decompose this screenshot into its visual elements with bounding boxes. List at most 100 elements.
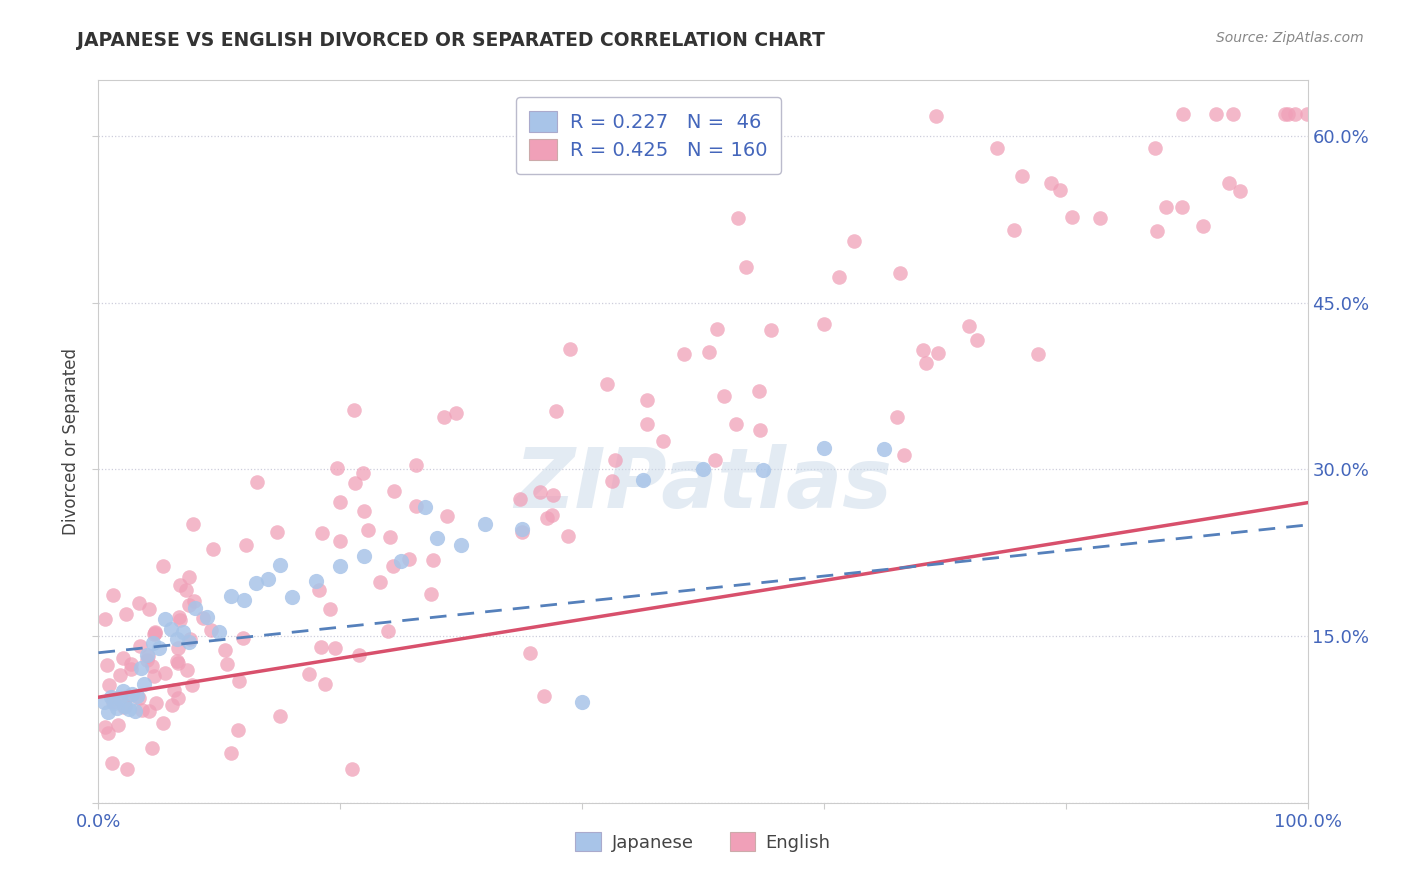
Point — [560, 343, 582, 357]
Point — [235, 537, 257, 551]
Point — [200, 623, 222, 637]
Point — [269, 558, 291, 573]
Point — [179, 632, 201, 646]
Point — [103, 697, 125, 711]
Point — [172, 625, 194, 640]
Point — [100, 690, 122, 705]
Point — [413, 500, 436, 514]
Point — [323, 640, 346, 655]
Point — [873, 442, 896, 456]
Point — [114, 699, 136, 714]
Point — [889, 266, 911, 280]
Point — [232, 631, 254, 645]
Point — [544, 404, 567, 418]
Point — [326, 460, 349, 475]
Point — [177, 570, 200, 584]
Point — [311, 526, 333, 541]
Point — [893, 448, 915, 462]
Point — [160, 698, 183, 712]
Point — [1060, 210, 1083, 224]
Point — [957, 319, 980, 334]
Point — [309, 640, 332, 654]
Point — [636, 417, 658, 431]
Legend: Japanese, English: Japanese, English — [568, 824, 838, 859]
Point — [112, 698, 135, 713]
Point — [134, 676, 156, 690]
Point — [571, 695, 593, 709]
Point — [697, 345, 720, 359]
Point — [1274, 106, 1296, 120]
Point — [329, 533, 352, 548]
Point — [108, 668, 131, 682]
Point — [166, 654, 188, 668]
Point — [651, 434, 673, 448]
Point — [1171, 200, 1194, 214]
Point — [136, 649, 159, 664]
Point — [1040, 176, 1063, 190]
Point — [426, 531, 449, 545]
Point — [142, 669, 165, 683]
Point — [761, 323, 783, 337]
Point — [405, 499, 427, 513]
Point — [1296, 106, 1319, 120]
Point — [377, 624, 399, 638]
Point — [536, 511, 558, 525]
Point — [208, 624, 231, 639]
Point — [169, 577, 191, 591]
Point — [97, 705, 120, 719]
Point — [195, 610, 218, 624]
Point — [141, 740, 163, 755]
Point — [509, 491, 531, 506]
Point — [120, 662, 142, 676]
Point — [177, 598, 200, 612]
Point — [927, 346, 949, 360]
Point — [925, 110, 948, 124]
Point — [176, 663, 198, 677]
Point — [94, 720, 117, 734]
Point — [340, 763, 363, 777]
Point — [353, 504, 375, 518]
Point — [138, 704, 160, 718]
Point — [152, 559, 174, 574]
Point — [329, 559, 352, 574]
Point — [97, 678, 120, 692]
Point — [813, 317, 835, 331]
Point — [735, 260, 758, 275]
Point — [111, 683, 134, 698]
Point — [228, 674, 250, 689]
Point — [269, 709, 291, 723]
Point — [1171, 106, 1194, 120]
Y-axis label: Divorced or Separated: Divorced or Separated — [62, 348, 80, 535]
Point — [141, 658, 163, 673]
Point — [167, 690, 190, 705]
Point — [226, 723, 249, 737]
Text: ZIPatlas: ZIPatlas — [515, 444, 891, 525]
Point — [298, 666, 321, 681]
Point — [347, 648, 370, 663]
Text: JAPANESE VS ENGLISH DIVORCED OR SEPARATED CORRELATION CHART: JAPANESE VS ENGLISH DIVORCED OR SEPARATE… — [77, 31, 825, 50]
Point — [557, 529, 579, 543]
Point — [129, 639, 152, 653]
Point — [382, 559, 405, 574]
Point — [1222, 106, 1244, 120]
Point — [433, 410, 456, 425]
Point — [131, 703, 153, 717]
Point — [353, 466, 375, 480]
Point — [181, 678, 204, 692]
Point — [1026, 346, 1049, 360]
Point — [842, 234, 865, 248]
Text: Source: ZipAtlas.com: Source: ZipAtlas.com — [1216, 31, 1364, 45]
Point — [1218, 176, 1240, 190]
Point — [1002, 223, 1025, 237]
Point — [966, 333, 988, 347]
Point — [135, 648, 157, 663]
Point — [100, 756, 122, 770]
Point — [114, 698, 136, 713]
Point — [305, 574, 328, 589]
Point — [191, 610, 214, 624]
Point — [153, 612, 176, 626]
Point — [329, 495, 352, 509]
Point — [108, 690, 131, 705]
Point — [1011, 169, 1033, 183]
Point — [828, 270, 851, 285]
